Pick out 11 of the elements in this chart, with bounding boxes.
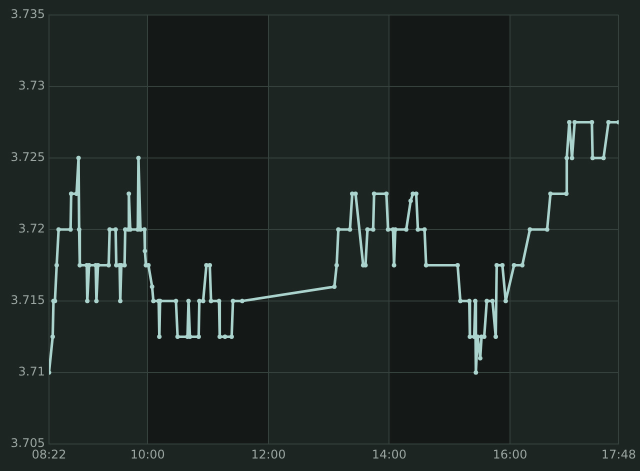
x-tick-label: 12:00 [251,447,286,462]
x-tick-label: 16:00 [492,447,528,462]
y-tick-label: 3.72 [18,222,45,236]
x-tick-label: 17:48 [601,447,636,462]
y-tick-label: 3.73 [18,78,45,93]
x-tick-label: 14:00 [372,447,407,462]
y-tick-label: 3.71 [18,364,45,379]
y-tick-label: 3.715 [10,293,45,308]
y-tick-label: 3.725 [10,150,45,164]
x-tick-label: 10:00 [130,447,165,462]
y-tick-label: 3.735 [10,7,45,22]
